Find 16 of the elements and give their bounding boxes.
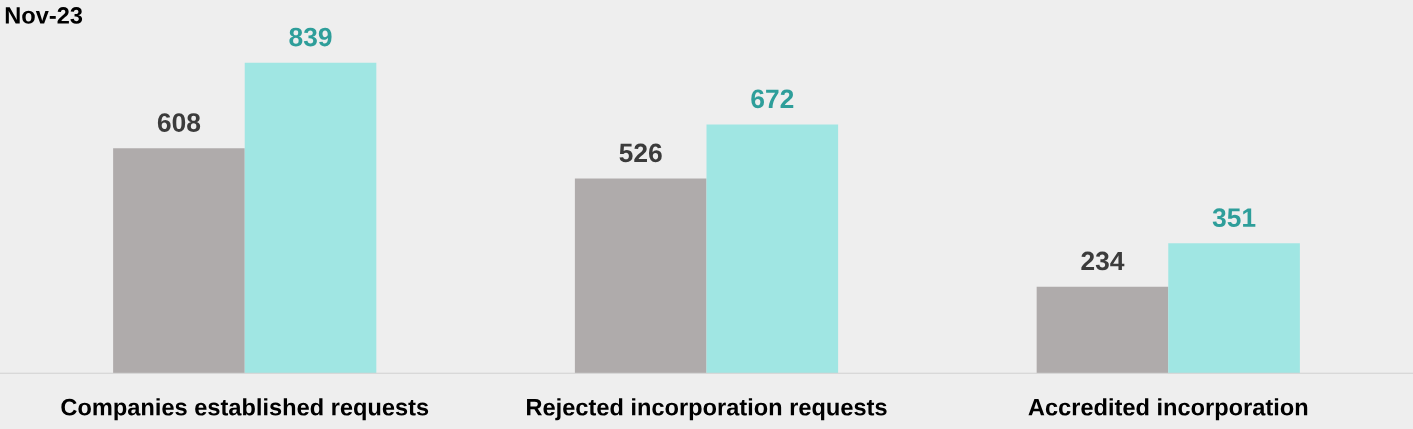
bar: [574, 178, 707, 374]
x-tick-label: Accredited incorporation: [1028, 398, 1308, 421]
bar: [1036, 286, 1169, 374]
data-label: 672: [751, 89, 794, 109]
data-label: 839: [289, 27, 332, 47]
data-label: 351: [1212, 208, 1256, 228]
x-tick-label: Companies established requests: [61, 398, 429, 421]
bar: [1168, 243, 1300, 374]
data-label: 234: [1081, 251, 1125, 271]
bar: [113, 148, 245, 374]
data-label: 526: [619, 143, 662, 163]
data-label: 608: [157, 113, 201, 132]
bar: [244, 62, 377, 374]
x-tick-label: Rejected incorporation requests: [527, 398, 887, 421]
bar: [706, 124, 839, 374]
chart-title: Nov-23: [5, 7, 83, 24]
